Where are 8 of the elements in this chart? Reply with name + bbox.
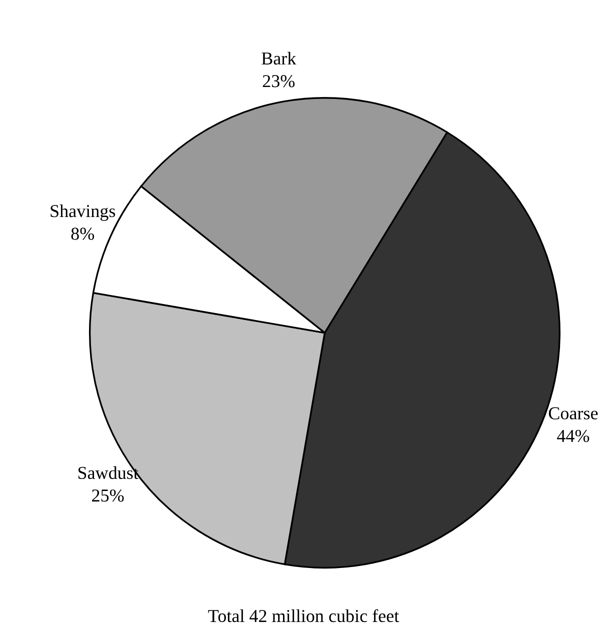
slice-label: Coarse bbox=[548, 407, 598, 420]
text: Total 42 million cubic feet bbox=[208, 609, 400, 622]
slice-label: Bark bbox=[262, 52, 296, 65]
data-label: 23% bbox=[262, 75, 295, 88]
data-label: 44% bbox=[557, 430, 590, 442]
data-label: 8% bbox=[71, 228, 94, 240]
slice-label: Shavings bbox=[50, 204, 116, 221]
data-label: 25% bbox=[92, 489, 124, 502]
